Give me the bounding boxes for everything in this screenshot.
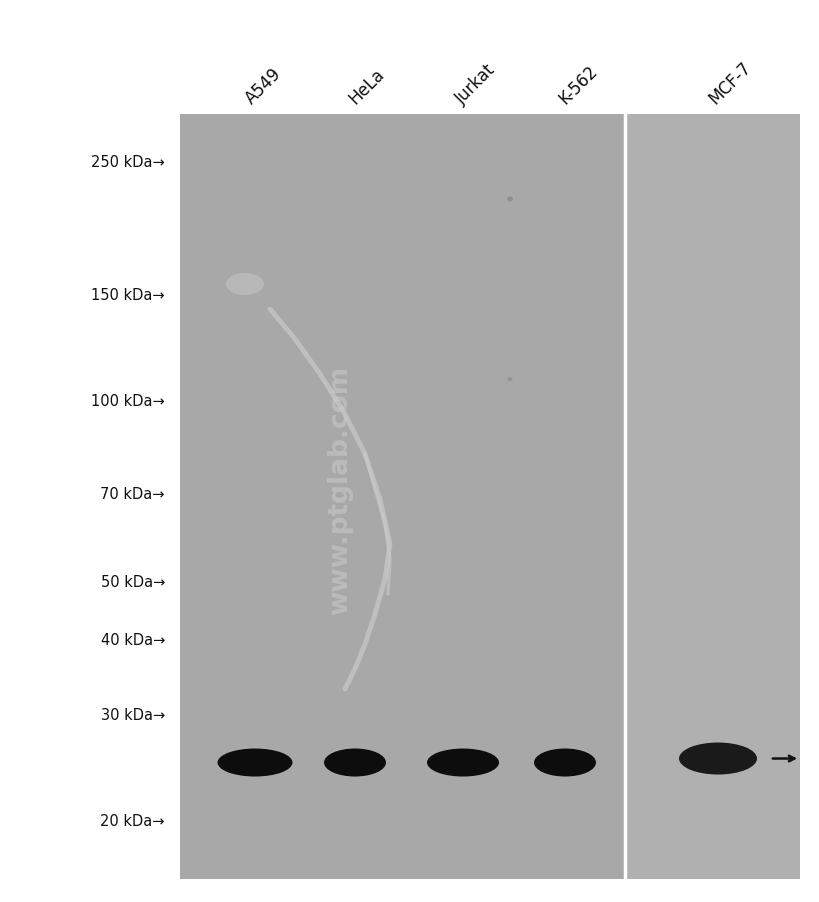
Text: Jurkat: Jurkat (452, 61, 499, 108)
Text: 30 kDa→: 30 kDa→ (101, 708, 165, 723)
Ellipse shape (226, 273, 264, 296)
Text: K-562: K-562 (554, 62, 600, 108)
Text: HeLa: HeLa (345, 66, 387, 108)
Bar (624, 115, 799, 879)
Ellipse shape (324, 749, 386, 777)
Ellipse shape (427, 749, 499, 777)
Text: 50 kDa→: 50 kDa→ (101, 575, 165, 590)
Text: 40 kDa→: 40 kDa→ (101, 632, 165, 648)
Ellipse shape (217, 749, 292, 777)
Text: 150 kDa→: 150 kDa→ (91, 288, 165, 303)
Ellipse shape (678, 742, 756, 775)
Text: 20 kDa→: 20 kDa→ (101, 814, 165, 828)
Ellipse shape (506, 198, 513, 202)
Ellipse shape (533, 749, 595, 777)
Text: MCF-7: MCF-7 (704, 59, 753, 108)
Text: 250 kDa→: 250 kDa→ (91, 155, 165, 170)
Text: 70 kDa→: 70 kDa→ (101, 487, 165, 502)
Ellipse shape (507, 378, 512, 382)
Bar (180, 115, 624, 879)
Text: www.ptglab.com: www.ptglab.com (327, 365, 352, 614)
Text: A549: A549 (242, 65, 285, 108)
Text: 100 kDa→: 100 kDa→ (91, 394, 165, 409)
